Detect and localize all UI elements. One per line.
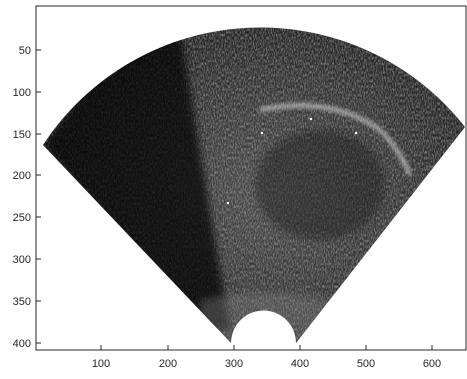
x-tick-label: 200	[159, 358, 177, 370]
x-tick-label: 500	[357, 358, 375, 370]
marker-dot	[260, 131, 264, 135]
marker-dot	[226, 201, 230, 205]
x-tick-label: 600	[423, 358, 441, 370]
y-tick-label: 350	[13, 296, 31, 308]
ultrasound-sector	[43, 27, 465, 343]
x-axis: 100 200 300 400 500 600	[92, 345, 441, 370]
y-tick-label: 400	[13, 338, 31, 350]
y-tick-label: 200	[13, 170, 31, 182]
y-tick-label: 150	[13, 129, 31, 141]
marker-dot	[354, 131, 358, 135]
bright-echo-arc	[259, 103, 412, 176]
x-tick-label: 400	[291, 358, 309, 370]
y-tick-label: 50	[19, 45, 31, 57]
y-tick-label: 100	[13, 87, 31, 99]
x-tick-label: 100	[92, 358, 110, 370]
y-axis: 50 100 150 200 250 300 350 400	[13, 45, 41, 350]
x-tick-label: 300	[225, 358, 243, 370]
y-tick-label: 250	[13, 212, 31, 224]
marker-dot	[309, 117, 313, 121]
y-tick-label: 300	[13, 254, 31, 266]
hypoechoic-region	[255, 130, 385, 240]
acoustic-shadow	[43, 30, 230, 330]
axes-frame	[35, 5, 467, 351]
